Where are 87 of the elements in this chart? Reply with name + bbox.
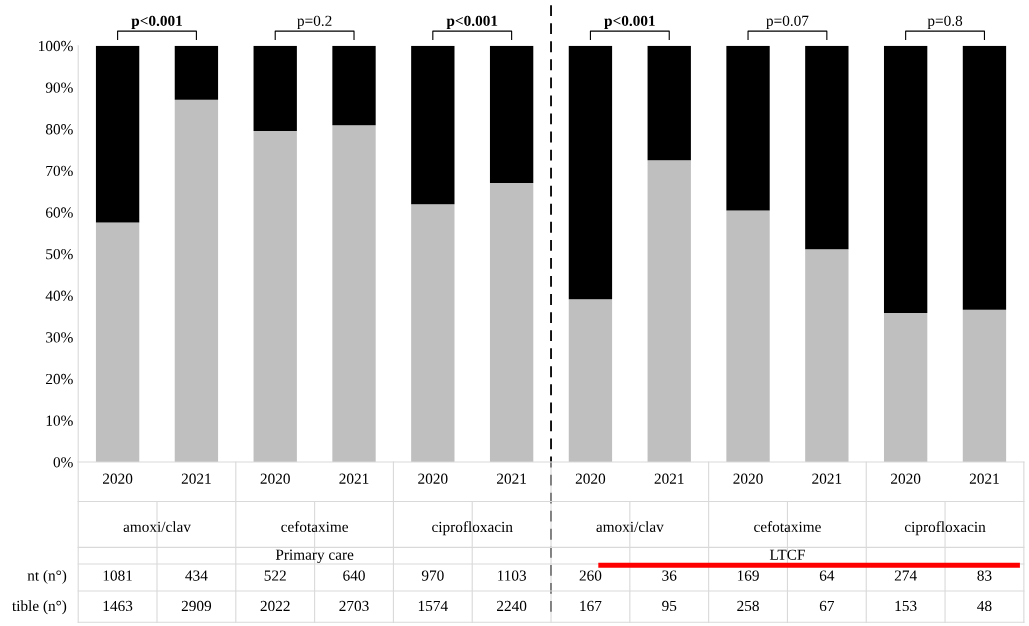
bar: [726, 45, 770, 211]
text: 167: [580, 600, 602, 612]
y-tick-label: 30%: [46, 332, 73, 343]
text: 1574: [418, 600, 448, 612]
text: cefotaxime: [754, 521, 821, 532]
text: 260: [579, 570, 602, 581]
bar: [883, 45, 928, 313]
text: p=0.8: [927, 15, 963, 30]
bar: [174, 99, 219, 462]
text: 169: [737, 570, 759, 581]
bar: [411, 45, 455, 205]
text: p=0.2: [297, 15, 332, 30]
bar: [647, 45, 691, 161]
text: 1081: [103, 570, 132, 581]
x-tick-label: 2020: [260, 473, 290, 484]
text: amoxi/clav: [123, 521, 191, 532]
text: p<0.001: [131, 15, 183, 30]
text: p<0.001: [446, 15, 498, 30]
text: ciprofloxacin: [904, 521, 986, 536]
bar: [489, 45, 534, 184]
text: cefotaxime: [281, 521, 349, 532]
bar: [253, 131, 297, 462]
text: 970: [421, 570, 444, 581]
bar: [332, 45, 376, 126]
text: 522: [264, 570, 286, 581]
text: 1103: [497, 570, 527, 581]
text: 258: [737, 600, 759, 612]
text: 67: [819, 600, 835, 612]
bar: [95, 222, 140, 462]
y-tick-label: 0%: [53, 457, 73, 468]
text: LTCF: [769, 549, 805, 560]
bar: [568, 45, 613, 300]
text: 640: [343, 570, 365, 581]
text: 1463: [103, 600, 133, 612]
x-tick-label: 2021: [969, 473, 999, 484]
text: 2240: [497, 600, 527, 612]
text: 153: [895, 600, 917, 612]
text: 274: [894, 570, 917, 581]
x-tick-label: 2021: [339, 473, 369, 484]
text: Primary care: [275, 549, 354, 563]
y-tick-label: 20%: [46, 373, 73, 385]
text: ciprofloxacin: [432, 521, 513, 536]
bar: [489, 183, 534, 462]
y-tick-label: 100%: [39, 40, 73, 52]
x-tick-label: 2020: [418, 473, 448, 484]
x-tick-label: 2020: [103, 473, 133, 484]
bar: [883, 312, 928, 462]
text: amoxi/clav: [596, 521, 664, 532]
text: 2909: [181, 600, 212, 612]
bar: [647, 160, 691, 462]
x-tick-label: 2020: [575, 473, 606, 484]
y-tick-label: 60%: [46, 207, 73, 218]
text: p=0.07: [766, 15, 809, 30]
x-tick-label: 2021: [181, 473, 211, 484]
y-tick-label: 10%: [46, 415, 73, 426]
y-tick-label: 50%: [46, 248, 73, 260]
text: 83: [977, 570, 992, 581]
text: p<0.001: [604, 15, 655, 30]
bar: [805, 249, 849, 462]
bar: [962, 45, 1007, 310]
bar: [332, 125, 376, 462]
text: nt (n°): [27, 569, 67, 584]
text: 95: [662, 600, 677, 612]
text: tible (n°): [12, 600, 67, 615]
text: 434: [185, 570, 208, 581]
bar: [411, 204, 455, 462]
y-tick-label: 80%: [45, 124, 73, 135]
x-tick-label: 2021: [497, 473, 526, 484]
bar: [726, 210, 770, 462]
y-tick-label: 70%: [46, 165, 73, 177]
x-tick-label: 2020: [891, 473, 921, 484]
bar: [95, 45, 140, 223]
bar: [253, 45, 297, 132]
x-tick-label: 2020: [733, 473, 763, 484]
text: 64: [819, 570, 835, 581]
text: 2022: [260, 600, 290, 612]
bar: [568, 299, 613, 462]
bar: [805, 45, 849, 250]
text: 2703: [339, 600, 369, 612]
y-tick-label: 90%: [45, 82, 73, 93]
bar: [174, 45, 219, 100]
bar: [962, 309, 1007, 462]
y-tick-label: 40%: [45, 290, 73, 301]
x-tick-label: 2021: [654, 473, 684, 484]
text: 36: [662, 570, 677, 581]
x-tick-label: 2021: [812, 473, 842, 484]
text: 48: [977, 600, 992, 612]
